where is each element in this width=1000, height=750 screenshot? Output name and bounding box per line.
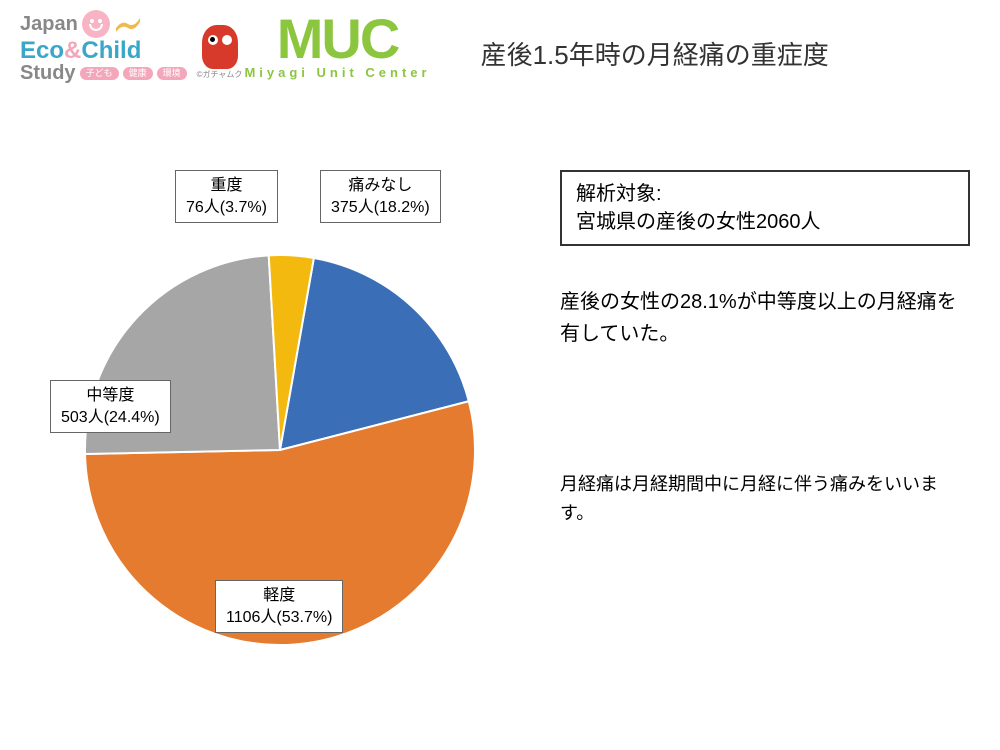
pill-kankyo: 環境	[157, 67, 187, 80]
side-panel: 解析対象: 宮城県の産後の女性2060人 産後の女性の28.1%が中等度以上の月…	[560, 170, 970, 528]
smiley-icon	[82, 10, 110, 38]
logo-muc: ©ガチャムク MUC Miyagi Unit Center	[197, 14, 431, 79]
header: Japan Eco&Child Study 子ども 健康 環境 ©ガチャムク M…	[0, 0, 1000, 84]
pill-kodomo: 子ども	[80, 67, 119, 80]
logo-japan-text: Japan	[20, 14, 78, 35]
pie-label-name: 重度	[186, 175, 267, 197]
logo-study-text: Study	[20, 63, 76, 84]
japan-map-icon	[114, 14, 142, 34]
analysis-target-box: 解析対象: 宮城県の産後の女性2060人	[560, 170, 970, 246]
muc-subtext: Miyagi Unit Center	[244, 65, 430, 80]
summary-text: 産後の女性の28.1%が中等度以上の月経痛を有していた。	[560, 286, 970, 350]
pie-label-none: 痛みなし375人(18.2%)	[320, 170, 441, 223]
info-label: 解析対象:	[576, 180, 954, 208]
page-title: 産後1.5年時の月経痛の重症度	[481, 35, 829, 72]
note-text: 月経痛は月経期間中に月経に伴う痛みをいいます。	[560, 470, 970, 528]
pie-label-mild: 軽度1106人(53.7%)	[215, 580, 343, 633]
pie-chart: 痛みなし375人(18.2%) 軽度1106人(53.7%) 中等度503人(24.…	[40, 170, 520, 710]
pie-label-value: 375人(18.2%)	[331, 197, 430, 219]
mascot-credit: ©ガチャムク	[197, 69, 243, 80]
logo-eco-child: Japan Eco&Child Study 子ども 健康 環境	[20, 10, 187, 84]
info-body: 宮城県の産後の女性2060人	[576, 208, 954, 236]
logo-eco-line: Eco&Child	[20, 38, 141, 63]
logo-amp: &	[64, 37, 81, 64]
pie-label-severe: 重度76人(3.7%)	[175, 170, 278, 223]
pill-kenko: 健康	[123, 67, 153, 80]
pie-label-value: 76人(3.7%)	[186, 197, 267, 219]
logo-eco: Eco	[20, 37, 64, 64]
pie-label-value: 1106人(53.7%)	[226, 607, 332, 629]
logo-child: Child	[81, 37, 141, 64]
pie-label-moderate: 中等度503人(24.4%)	[50, 380, 171, 433]
pie-label-name: 軽度	[226, 585, 332, 607]
pie-label-value: 503人(24.4%)	[61, 407, 160, 429]
pie-label-name: 痛みなし	[331, 175, 430, 197]
mascot-icon	[202, 25, 238, 69]
muc-text: MUC	[277, 14, 399, 64]
pie-label-name: 中等度	[61, 385, 160, 407]
